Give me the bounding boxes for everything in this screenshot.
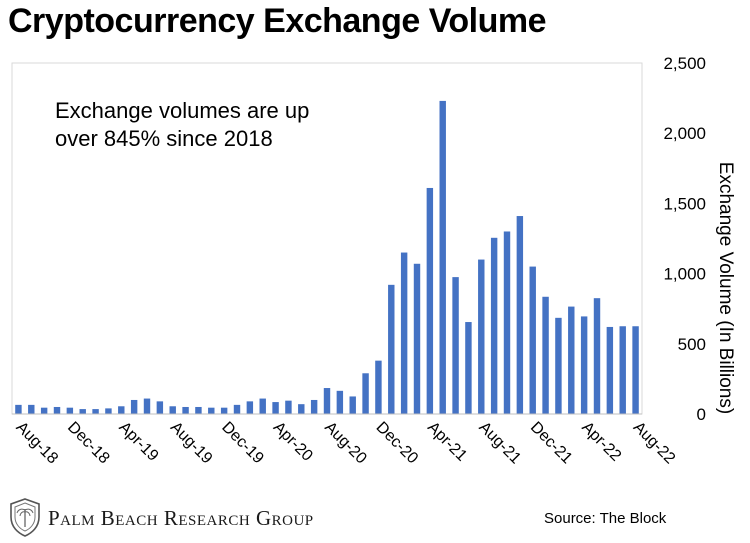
- bar: [195, 406, 202, 414]
- bar: [169, 406, 176, 414]
- bar: [323, 388, 331, 414]
- x-tick-label: Apr-21: [424, 419, 470, 465]
- y-tick-label: 1,500: [663, 194, 706, 213]
- bar: [66, 407, 74, 414]
- bar: [388, 284, 395, 414]
- bar: [375, 360, 382, 414]
- bar: [143, 398, 151, 414]
- x-tick-label: Dec-21: [527, 419, 576, 468]
- bar: [529, 266, 536, 414]
- bar: [182, 406, 189, 414]
- palm-beach-logo-icon: [10, 498, 40, 537]
- bar: [105, 408, 112, 414]
- x-tick-label: Dec-19: [218, 419, 267, 468]
- bar: [233, 404, 241, 414]
- x-tick-label: Aug-19: [167, 419, 216, 468]
- bar: [593, 298, 601, 414]
- y-tick-label: 500: [678, 335, 706, 354]
- bar: [490, 237, 498, 414]
- bar: [478, 259, 485, 414]
- x-tick-label: Apr-19: [115, 419, 161, 465]
- bar: [118, 406, 125, 414]
- bar: [53, 406, 61, 414]
- y-tick-label: 2,500: [663, 54, 706, 73]
- bar: [452, 277, 459, 414]
- x-tick-label: Aug-21: [475, 419, 524, 468]
- bars-group: [15, 100, 639, 414]
- y-tick-label: 1,000: [663, 265, 706, 284]
- bar: [272, 402, 279, 414]
- bar: [465, 322, 472, 414]
- bar: [413, 263, 421, 414]
- bar: [220, 407, 228, 414]
- bar: [28, 404, 35, 414]
- x-tick-label: Aug-20: [321, 419, 370, 468]
- bar: [426, 187, 434, 414]
- bar: [15, 404, 22, 414]
- bar: [156, 401, 164, 414]
- bar: [285, 400, 292, 414]
- annotation-line-2: over 845% since 2018: [55, 126, 273, 151]
- y-ticks-group: 0 500 1,000 1,500 2,000 2,500: [663, 54, 706, 424]
- bar: [542, 296, 549, 414]
- bar: [298, 404, 305, 414]
- bar: [40, 407, 48, 414]
- bar: [606, 326, 614, 414]
- bar: [349, 396, 356, 414]
- bar: [400, 252, 408, 414]
- x-tick-label: Dec-20: [373, 419, 422, 468]
- bar: [246, 401, 254, 414]
- bar: [516, 216, 524, 414]
- bar: [503, 231, 511, 414]
- x-tick-label: Aug-18: [13, 419, 62, 468]
- x-tick-label: Apr-20: [270, 419, 316, 465]
- bar: [632, 326, 639, 414]
- bar: [580, 316, 588, 414]
- bar: [92, 409, 99, 414]
- bar: [568, 306, 575, 414]
- bar: [79, 409, 86, 414]
- bar: [259, 398, 266, 414]
- chart-title: Cryptocurrency Exchange Volume: [8, 2, 546, 40]
- bar: [130, 399, 138, 414]
- bar: [310, 399, 318, 414]
- bar: [336, 390, 344, 414]
- bar: [439, 100, 446, 414]
- bar: [362, 373, 369, 414]
- brand-name: Palm Beach Research Group: [48, 506, 314, 530]
- x-tick-label: Aug-22: [630, 419, 679, 468]
- x-tick-label: Dec-18: [64, 419, 113, 468]
- y-tick-label: 0: [697, 405, 706, 424]
- y-tick-label: 2,000: [663, 124, 706, 143]
- x-ticks-group: Aug-18 Dec-18 Apr-19 Aug-19 Dec-19 Apr-20 Aug-…: [13, 419, 679, 468]
- y-axis-label: Exchange Volume (In Billions): [715, 162, 736, 414]
- annotation-line-1: Exchange volumes are up: [55, 98, 309, 123]
- source-note: Source: The Block: [544, 510, 667, 527]
- x-tick-label: Apr-22: [578, 419, 624, 465]
- bar: [619, 326, 626, 414]
- bar: [208, 407, 215, 414]
- bar: [555, 317, 562, 414]
